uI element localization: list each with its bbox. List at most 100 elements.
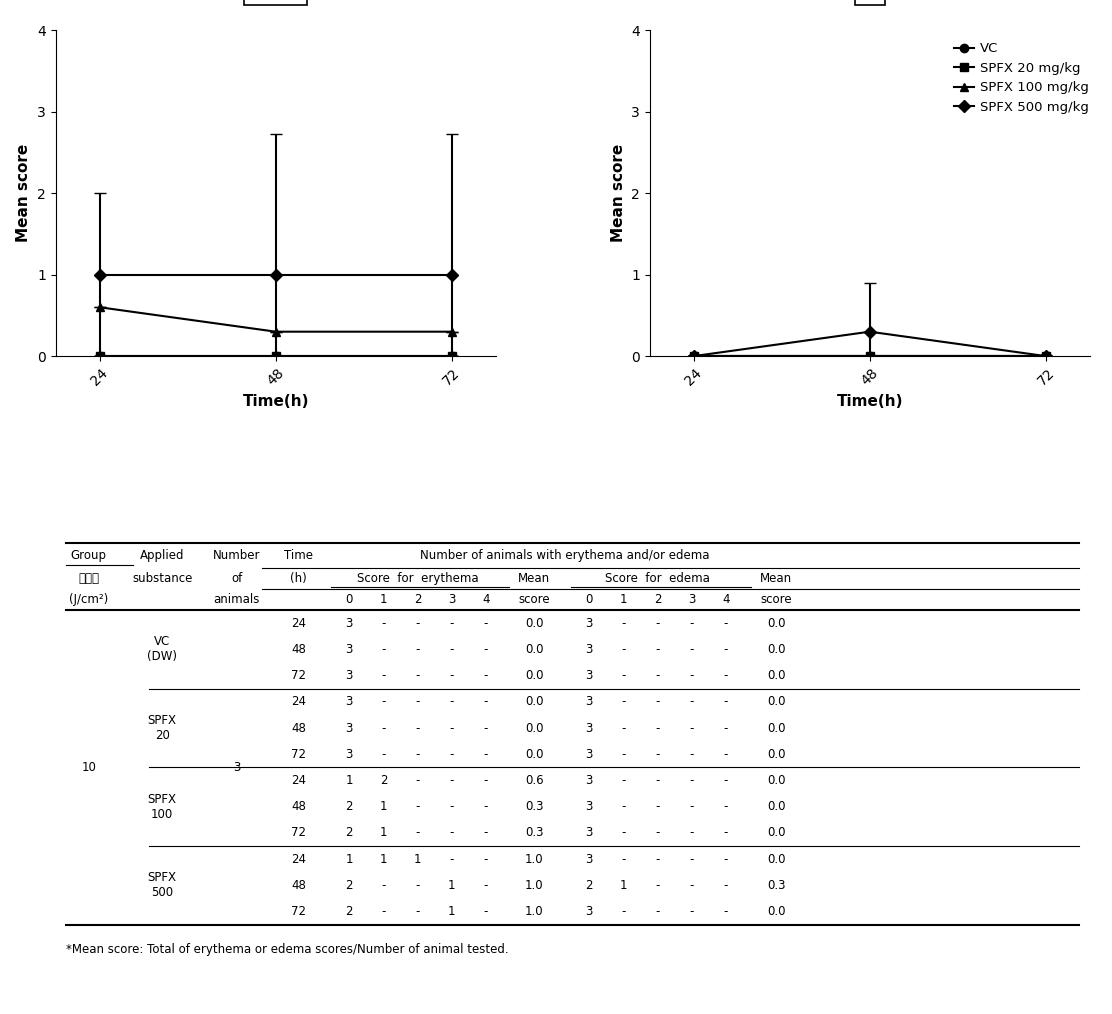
Text: -: - <box>449 826 454 840</box>
Text: of: of <box>231 572 242 585</box>
Text: -: - <box>622 904 626 918</box>
Text: -: - <box>381 696 386 709</box>
Text: 4: 4 <box>483 593 489 606</box>
Text: -: - <box>416 879 419 891</box>
Text: 1: 1 <box>379 593 387 606</box>
Text: Number of animals with erythema and/or edema: Number of animals with erythema and/or e… <box>419 549 709 562</box>
Text: 3: 3 <box>346 617 353 630</box>
Text: -: - <box>381 722 386 734</box>
Text: 2: 2 <box>654 593 662 606</box>
Text: -: - <box>381 747 386 760</box>
Text: 0.0: 0.0 <box>767 669 786 682</box>
Text: -: - <box>449 696 454 709</box>
Text: -: - <box>689 853 694 866</box>
Text: -: - <box>689 669 694 682</box>
Text: -: - <box>689 826 694 840</box>
Text: -: - <box>689 800 694 813</box>
Text: -: - <box>655 696 659 709</box>
Text: -: - <box>416 774 419 787</box>
Text: 48: 48 <box>291 800 306 813</box>
Text: -: - <box>655 669 659 682</box>
Text: 1: 1 <box>619 593 627 606</box>
Text: -: - <box>484 722 488 734</box>
Text: -: - <box>449 774 454 787</box>
Text: 1: 1 <box>448 904 456 918</box>
Text: -: - <box>655 853 659 866</box>
Text: 2: 2 <box>586 879 593 891</box>
Text: Number: Number <box>212 549 260 562</box>
Text: -: - <box>724 826 728 840</box>
Text: 3: 3 <box>586 617 593 630</box>
Text: -: - <box>724 774 728 787</box>
Text: 3: 3 <box>586 800 593 813</box>
Text: Group: Group <box>71 549 107 562</box>
Text: -: - <box>655 617 659 630</box>
Text: 3: 3 <box>586 774 593 787</box>
Text: SPFX
100: SPFX 100 <box>148 793 177 820</box>
Text: (J/cm²): (J/cm²) <box>69 593 108 606</box>
Text: -: - <box>622 826 626 840</box>
Text: VC
(DW): VC (DW) <box>147 636 177 663</box>
Text: -: - <box>655 747 659 760</box>
Text: 3: 3 <box>586 696 593 709</box>
Text: 1: 1 <box>346 774 353 787</box>
Text: SPFX
20: SPFX 20 <box>148 714 177 742</box>
Text: -: - <box>381 904 386 918</box>
Text: 2: 2 <box>346 826 353 840</box>
Text: SPFX
500: SPFX 500 <box>148 871 177 899</box>
Text: -: - <box>724 669 728 682</box>
Text: 3: 3 <box>586 826 593 840</box>
Text: 2: 2 <box>379 774 387 787</box>
Text: 3: 3 <box>586 904 593 918</box>
Text: 1: 1 <box>379 853 387 866</box>
Text: -: - <box>689 747 694 760</box>
Text: 0.0: 0.0 <box>767 904 786 918</box>
Text: 0.0: 0.0 <box>767 774 786 787</box>
Text: 3: 3 <box>232 760 240 774</box>
Text: 10: 10 <box>81 760 96 774</box>
Text: -: - <box>381 879 386 891</box>
Text: -: - <box>622 643 626 656</box>
Text: 3: 3 <box>586 747 593 760</box>
Text: 0.6: 0.6 <box>525 774 544 787</box>
Text: score: score <box>518 593 550 606</box>
Text: 1: 1 <box>379 826 387 840</box>
Text: substance: substance <box>132 572 192 585</box>
Text: -: - <box>449 643 454 656</box>
Text: animals: animals <box>214 593 260 606</box>
Text: -: - <box>724 853 728 866</box>
Text: -: - <box>416 747 419 760</box>
Text: Mean: Mean <box>518 572 550 585</box>
Text: -: - <box>689 904 694 918</box>
Text: 1: 1 <box>346 853 353 866</box>
Text: 3: 3 <box>586 722 593 734</box>
Text: -: - <box>689 774 694 787</box>
Text: Applied: Applied <box>140 549 185 562</box>
Text: Score  for  erythema: Score for erythema <box>357 572 478 585</box>
Text: 0.0: 0.0 <box>767 853 786 866</box>
Text: 0.0: 0.0 <box>767 722 786 734</box>
X-axis label: Time(h): Time(h) <box>242 393 309 409</box>
Text: -: - <box>416 904 419 918</box>
Text: *Mean score: Total of erythema or edema scores/Number of animal tested.: *Mean score: Total of erythema or edema … <box>66 943 508 955</box>
Text: -: - <box>724 879 728 891</box>
Text: -: - <box>381 669 386 682</box>
Text: 24: 24 <box>291 617 306 630</box>
Text: -: - <box>622 800 626 813</box>
Text: 24: 24 <box>291 853 306 866</box>
Text: -: - <box>381 617 386 630</box>
Text: 3: 3 <box>346 747 353 760</box>
Text: 48: 48 <box>291 722 306 734</box>
Text: -: - <box>724 722 728 734</box>
Text: -: - <box>622 774 626 787</box>
Text: 24: 24 <box>291 696 306 709</box>
Text: 72: 72 <box>291 826 306 840</box>
Text: 0.3: 0.3 <box>525 800 544 813</box>
Text: -: - <box>689 643 694 656</box>
Text: 0.0: 0.0 <box>525 643 544 656</box>
Text: Time: Time <box>285 549 314 562</box>
Text: -: - <box>655 774 659 787</box>
Text: -: - <box>724 696 728 709</box>
Text: 48: 48 <box>291 643 306 656</box>
Text: -: - <box>484 904 488 918</box>
